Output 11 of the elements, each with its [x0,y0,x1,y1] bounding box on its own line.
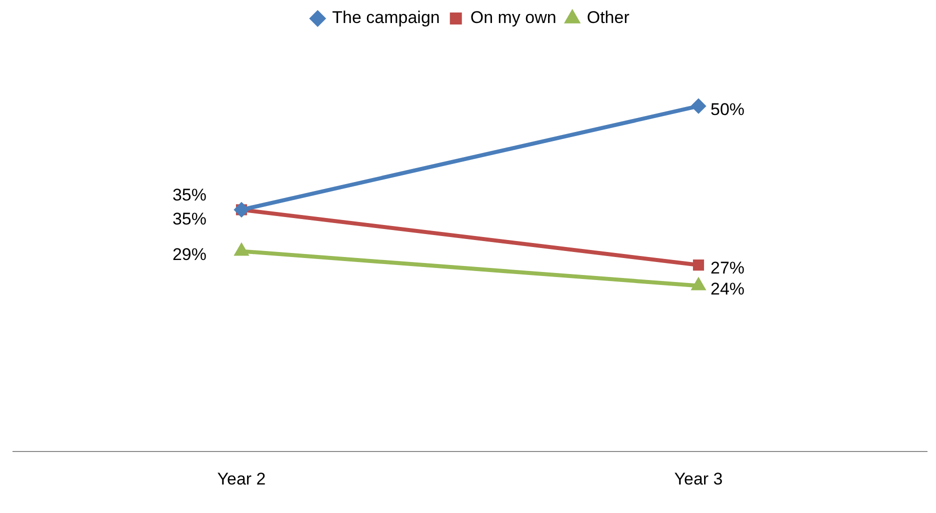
data-label: 27% [710,258,745,278]
data-label: 35% [172,209,206,228]
data-label: 35% [172,185,206,204]
data-label: 24% [710,279,745,298]
x-tick-label: Year 3 [674,469,723,488]
legend-label: On my own [470,8,556,28]
data-label: 50% [710,100,745,119]
legend-label: Other [586,8,630,28]
data-label: 29% [172,244,206,264]
x-tick-label: Year 2 [217,469,266,488]
legend-label: The campaign [332,8,440,28]
